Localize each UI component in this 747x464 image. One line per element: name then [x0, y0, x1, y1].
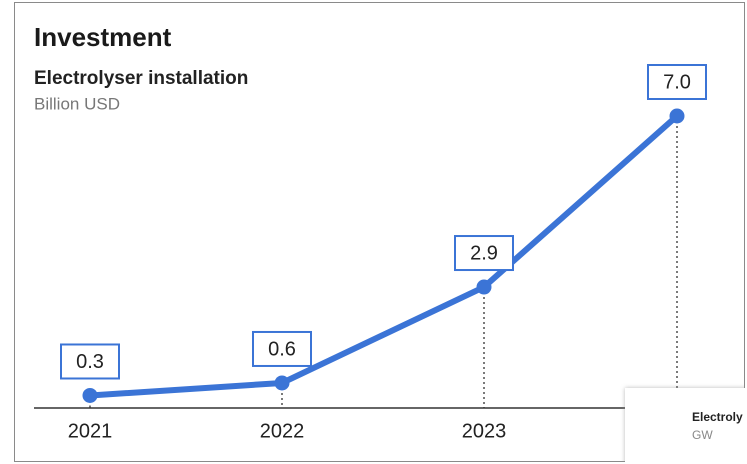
panel-border	[14, 2, 745, 462]
line	[89, 113, 679, 399]
value-label: 2.9	[470, 242, 498, 264]
overlay-card: Electroly GW	[625, 388, 745, 462]
card-background	[625, 388, 745, 462]
card-title: Electroly	[692, 410, 743, 424]
value-label: 0.3	[76, 351, 104, 373]
value-label-box	[454, 235, 514, 272]
value-label: 0.6	[268, 338, 296, 360]
marks: 0.3 0.6 2.9 7.0 2021 2022 2023	[60, 64, 707, 442]
value-label-box	[252, 330, 312, 367]
point	[476, 279, 492, 295]
chart-title: Investment	[34, 22, 172, 52]
point	[274, 375, 290, 391]
x-tick-label: 2021	[68, 420, 113, 442]
chart-subtitle: Electrolyser installation	[34, 68, 248, 89]
value-label-box	[60, 343, 120, 380]
point	[669, 108, 685, 124]
card-subtitle: GW	[692, 428, 713, 442]
value-label: 7.0	[663, 71, 691, 93]
value-label-box	[647, 64, 707, 100]
x-tick-label: 2022	[260, 420, 305, 442]
unit-label: Billion USD	[34, 94, 120, 113]
x-tick-label: 2023	[462, 420, 507, 442]
point	[82, 387, 98, 403]
